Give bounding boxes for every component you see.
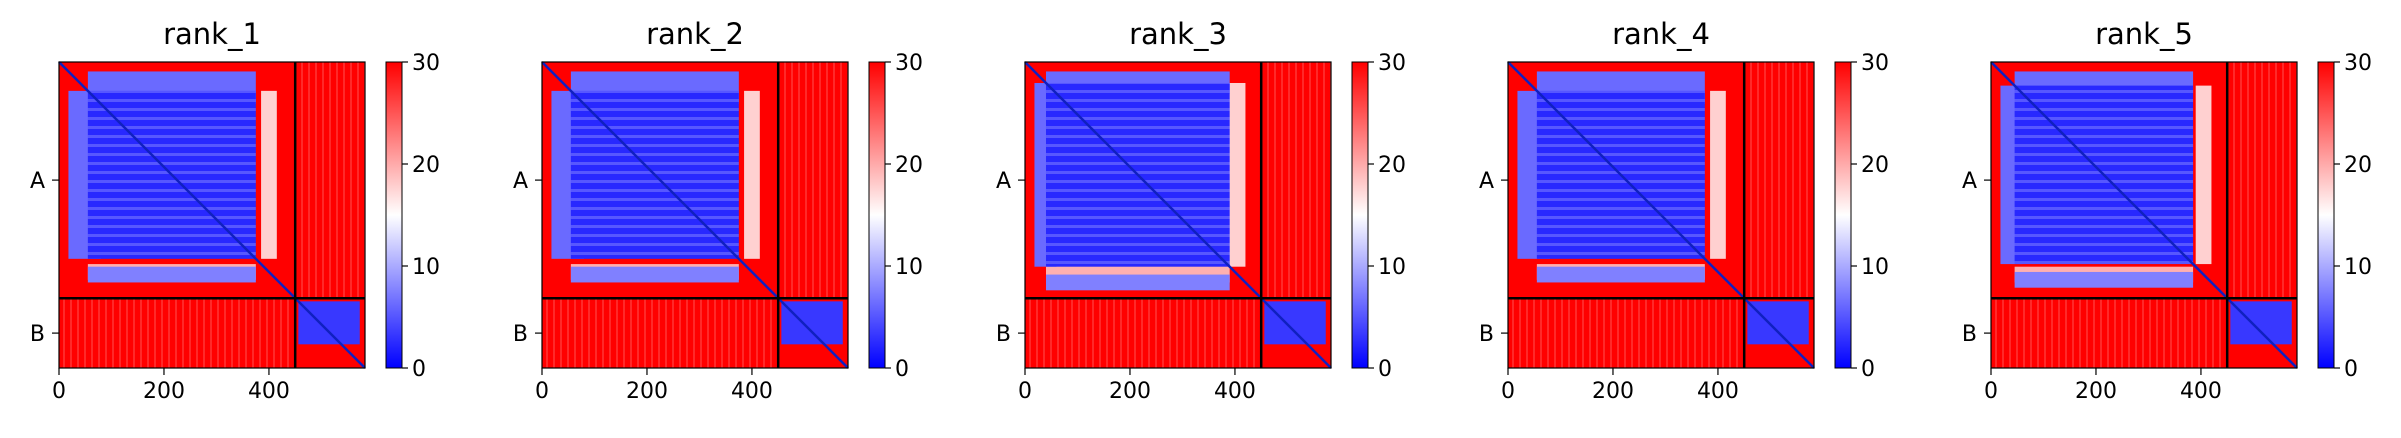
y-tick-label: A [513,169,528,194]
colorbar-tick-label: 0 [2344,357,2358,382]
inter-chain-block [1508,298,1745,368]
colorbar-tick-label: 10 [2344,255,2372,280]
heatmap-frame [1024,61,1332,369]
x-tick-label: 400 [1697,379,1739,404]
heatmap-chain-b-block [2230,301,2292,345]
heatmap-chain-b-block [781,301,843,345]
heatmap-panel: rank_2 0 200 400 A B 0 10 20 30 [513,17,923,404]
x-tick-label: 400 [248,379,290,404]
colorbar [385,61,403,369]
heatmap-diagonal [58,61,366,369]
colorbar-tick-label: 0 [895,357,909,382]
colorbar [1351,61,1369,369]
colorbar [1834,61,1852,369]
x-tick-label: 200 [2075,379,2117,404]
x-tick-label: 400 [731,379,773,404]
colorbar-tick-label: 30 [1861,51,1889,76]
x-tick-label: 0 [535,379,549,404]
colorbar-tick-label: 10 [412,255,440,280]
heatmap-light-band [261,90,277,259]
panel-title: rank_2 [646,17,744,51]
heatmap-lower-strip [1536,266,1705,283]
inter-chain-block [1025,298,1262,368]
heatmap-diagonal [1990,61,2298,369]
colorbar-tick-label: 20 [2344,153,2372,178]
colorbar-tick-label: 20 [1378,153,1406,178]
x-tick-label: 200 [143,379,185,404]
colorbar-tick-label: 10 [895,255,923,280]
colorbar [868,61,886,369]
colorbar-tick-label: 10 [1378,255,1406,280]
heatmap-diagonal [1024,61,1332,369]
x-tick-label: 400 [1214,379,1256,404]
heatmap-chain-b-block [1747,301,1809,345]
colorbar-tick-label: 20 [1861,153,1889,178]
colorbar-tick-label: 30 [895,51,923,76]
panel-title: rank_5 [2095,17,2193,51]
panel-title: rank_4 [1612,17,1710,51]
heatmap-frame [1507,61,1815,369]
colorbar [2317,61,2335,369]
colorbar-tick-label: 30 [2344,51,2372,76]
heatmap-light-band [1227,82,1246,267]
x-tick-label: 0 [52,379,66,404]
x-tick-label: 400 [2180,379,2222,404]
panel-title: rank_3 [1129,17,1227,51]
inter-chain-block [1991,298,2228,368]
inter-chain-block [59,298,296,368]
colorbar-tick-label: 0 [1378,357,1392,382]
heatmap-panel: rank_3 0 200 400 A B 0 10 20 30 [996,17,1406,404]
colorbar-tick-label: 30 [1378,51,1406,76]
panel-title: rank_1 [163,17,261,51]
x-tick-label: 0 [1984,379,1998,404]
x-tick-label: 0 [1501,379,1515,404]
inter-chain-block [295,62,365,299]
heatmap-light-band [2195,85,2212,265]
heatmap-panel: rank_4 0 200 400 A B 0 10 20 30 [1479,17,1889,404]
heatmap-chain-b-block [298,301,360,345]
y-tick-label: A [30,169,45,194]
x-tick-label: 0 [1018,379,1032,404]
y-tick-label: B [1479,322,1494,347]
y-tick-label: A [996,169,1011,194]
colorbar-tick-label: 20 [895,153,923,178]
heatmap-chain-b-block [1264,301,1326,345]
heatmap-panel: rank_5 0 200 400 A B 0 10 20 30 [1962,17,2372,404]
y-tick-label: A [1479,169,1494,194]
inter-chain-block [1261,62,1331,299]
heatmap-frame [541,61,849,369]
y-tick-label: B [513,322,528,347]
heatmap-panel: rank_1 0 200 400 A B 0 10 20 30 [30,17,440,404]
heatmap-frame [1990,61,2298,369]
colorbar-tick-label: 30 [412,51,440,76]
x-tick-label: 200 [626,379,668,404]
x-tick-label: 200 [1109,379,1151,404]
colorbar-tick-label: 0 [1861,357,1875,382]
colorbar-tick-label: 20 [412,153,440,178]
x-tick-label: 200 [1592,379,1634,404]
y-tick-label: B [1962,322,1977,347]
y-tick-label: B [996,322,1011,347]
heatmap-diagonal [541,61,849,369]
colorbar-tick-label: 0 [412,357,426,382]
heatmap-frame [58,61,366,369]
heatmap-light-band [1710,90,1726,259]
heatmap-diagonal [1507,61,1815,369]
heatmap-light-band [744,90,760,259]
heatmap-lower-strip [570,266,739,283]
heatmap-lower-strip [2014,271,2194,288]
y-tick-label: A [1962,169,1977,194]
inter-chain-block [542,298,779,368]
inter-chain-block [2227,62,2297,299]
inter-chain-block [778,62,848,299]
colorbar-tick-label: 10 [1861,255,1889,280]
heatmap-lower-strip [87,266,256,283]
y-tick-label: B [30,322,45,347]
heatmap-lower-strip [1045,274,1230,291]
inter-chain-block [1744,62,1814,299]
